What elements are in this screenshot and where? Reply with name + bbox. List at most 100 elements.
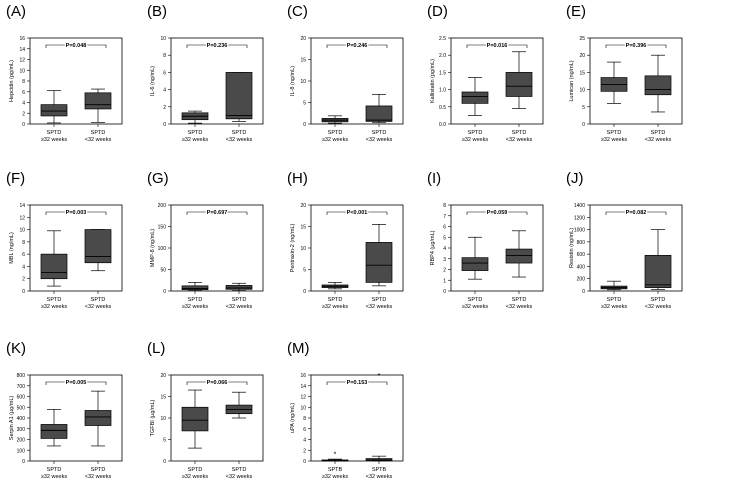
y-tick-label: 200 [158, 203, 167, 209]
y-tick-label: 10 [579, 88, 585, 94]
y-tick-label: 15 [300, 225, 306, 231]
box [461, 257, 489, 271]
y-axis-label: Serpin A1 (µg/mL) [9, 396, 15, 441]
y-tick-label: 0 [303, 289, 306, 295]
y-axis-label: Kallistatin (pg/mL) [430, 59, 436, 103]
p-value-bracket [45, 381, 107, 385]
y-tick-label: 2 [22, 277, 25, 283]
y-tick-label: 100 [158, 246, 167, 252]
x-tick-label: ≥32 weeks [41, 474, 68, 480]
y-tick-label: 15 [300, 58, 306, 64]
box [225, 285, 253, 290]
y-tick-label: 2 [303, 448, 306, 454]
y-tick-label: 500 [17, 405, 26, 411]
x-tick-label: ≥32 weeks [41, 137, 68, 143]
y-tick-label: 8 [163, 53, 166, 59]
x-tick-label: <32 weeks [226, 474, 253, 480]
y-axis-label: IL-8 (ng/mL) [290, 66, 296, 96]
x-tick-label: SPTD [188, 467, 203, 473]
x-tick-label: ≥32 weeks [182, 304, 209, 310]
y-tick-label: 10 [300, 79, 306, 85]
y-tick-label: 2.0 [439, 53, 446, 59]
y-tick-label: 1.5 [439, 70, 446, 76]
box [84, 410, 112, 426]
x-tick-label: SPTD [372, 297, 387, 303]
p-value-label: P=0.066 [207, 380, 228, 386]
panel-label: (E) [566, 3, 586, 20]
y-tick-label: 1 [443, 278, 446, 284]
x-tick-label: SPTD [47, 130, 62, 136]
x-tick-label: SPTD [232, 130, 247, 136]
y-tick-label: 0 [303, 122, 306, 128]
p-value-bracket [605, 211, 667, 215]
y-tick-label: 8 [303, 416, 306, 422]
box [181, 406, 209, 432]
y-tick-label: 800 [17, 373, 26, 379]
p-value-bracket [186, 381, 248, 385]
plot-frame [170, 204, 264, 292]
y-tick-label: 3 [443, 257, 446, 263]
x-tick-label: SPTD [47, 467, 62, 473]
y-tick-label: 10 [160, 36, 166, 42]
y-tick-label: 6 [303, 427, 306, 433]
y-axis-label: Lumican (ng/mL) [569, 60, 575, 101]
y-tick-label: 300 [17, 427, 26, 433]
y-tick-label: 2 [443, 268, 446, 274]
y-tick-label: 400 [577, 264, 586, 270]
y-tick-label: 4 [22, 101, 25, 107]
y-tick-label: 1.0 [439, 88, 446, 94]
plot-frame [310, 374, 404, 462]
x-tick-label: <32 weeks [226, 137, 253, 143]
y-tick-label: 8 [22, 240, 25, 246]
p-value-bracket [186, 211, 248, 215]
y-axis-label: uPA (ng/mL) [290, 403, 296, 433]
y-tick-label: 4 [163, 88, 166, 94]
x-tick-label: <32 weeks [366, 137, 393, 143]
plot-frame [450, 204, 544, 292]
panel-label: (C) [287, 3, 308, 20]
y-tick-label: 20 [160, 373, 166, 379]
x-tick-label: <32 weeks [506, 137, 533, 143]
y-axis-label: TGFBI (µg/mL) [150, 399, 156, 436]
y-tick-label: 14 [19, 47, 25, 53]
y-tick-label: 12 [19, 58, 25, 64]
y-tick-label: 0 [163, 122, 166, 128]
x-tick-label: ≥32 weeks [322, 137, 349, 143]
x-tick-label: SPTD [232, 467, 247, 473]
y-axis-label: Pentraxin-2 (ng/mL) [290, 224, 296, 273]
y-tick-label: 14 [19, 203, 25, 209]
x-tick-label: ≥32 weeks [601, 304, 628, 310]
x-tick-label: SPTD [468, 297, 483, 303]
y-tick-label: 0 [582, 122, 585, 128]
y-tick-label: 0 [22, 289, 25, 295]
outlier-marker: * [378, 373, 381, 380]
x-tick-label: <32 weeks [366, 304, 393, 310]
y-tick-label: 0 [163, 289, 166, 295]
y-axis-label: MBL (ng/mL) [9, 232, 15, 264]
x-tick-label: SPTD [512, 130, 527, 136]
panel-label: (F) [6, 170, 25, 187]
x-tick-label: SPTB [372, 467, 387, 473]
y-tick-label: 5 [303, 101, 306, 107]
p-value-label: P=0.236 [207, 43, 228, 49]
box [225, 72, 253, 120]
box [644, 255, 672, 288]
y-tick-label: 20 [579, 53, 585, 59]
x-tick-label: SPTD [47, 297, 62, 303]
x-tick-label: <32 weeks [85, 474, 112, 480]
y-tick-label: 8 [22, 79, 25, 85]
y-tick-label: 200 [577, 277, 586, 283]
y-tick-label: 2 [163, 105, 166, 111]
p-value-bracket [326, 211, 388, 215]
y-tick-label: 5 [443, 235, 446, 241]
x-tick-label: SPTD [468, 130, 483, 136]
p-value-label: P=0.082 [626, 210, 647, 216]
p-value-bracket [326, 44, 388, 48]
y-tick-label: 6 [22, 90, 25, 96]
y-tick-label: 0.0 [439, 122, 446, 128]
